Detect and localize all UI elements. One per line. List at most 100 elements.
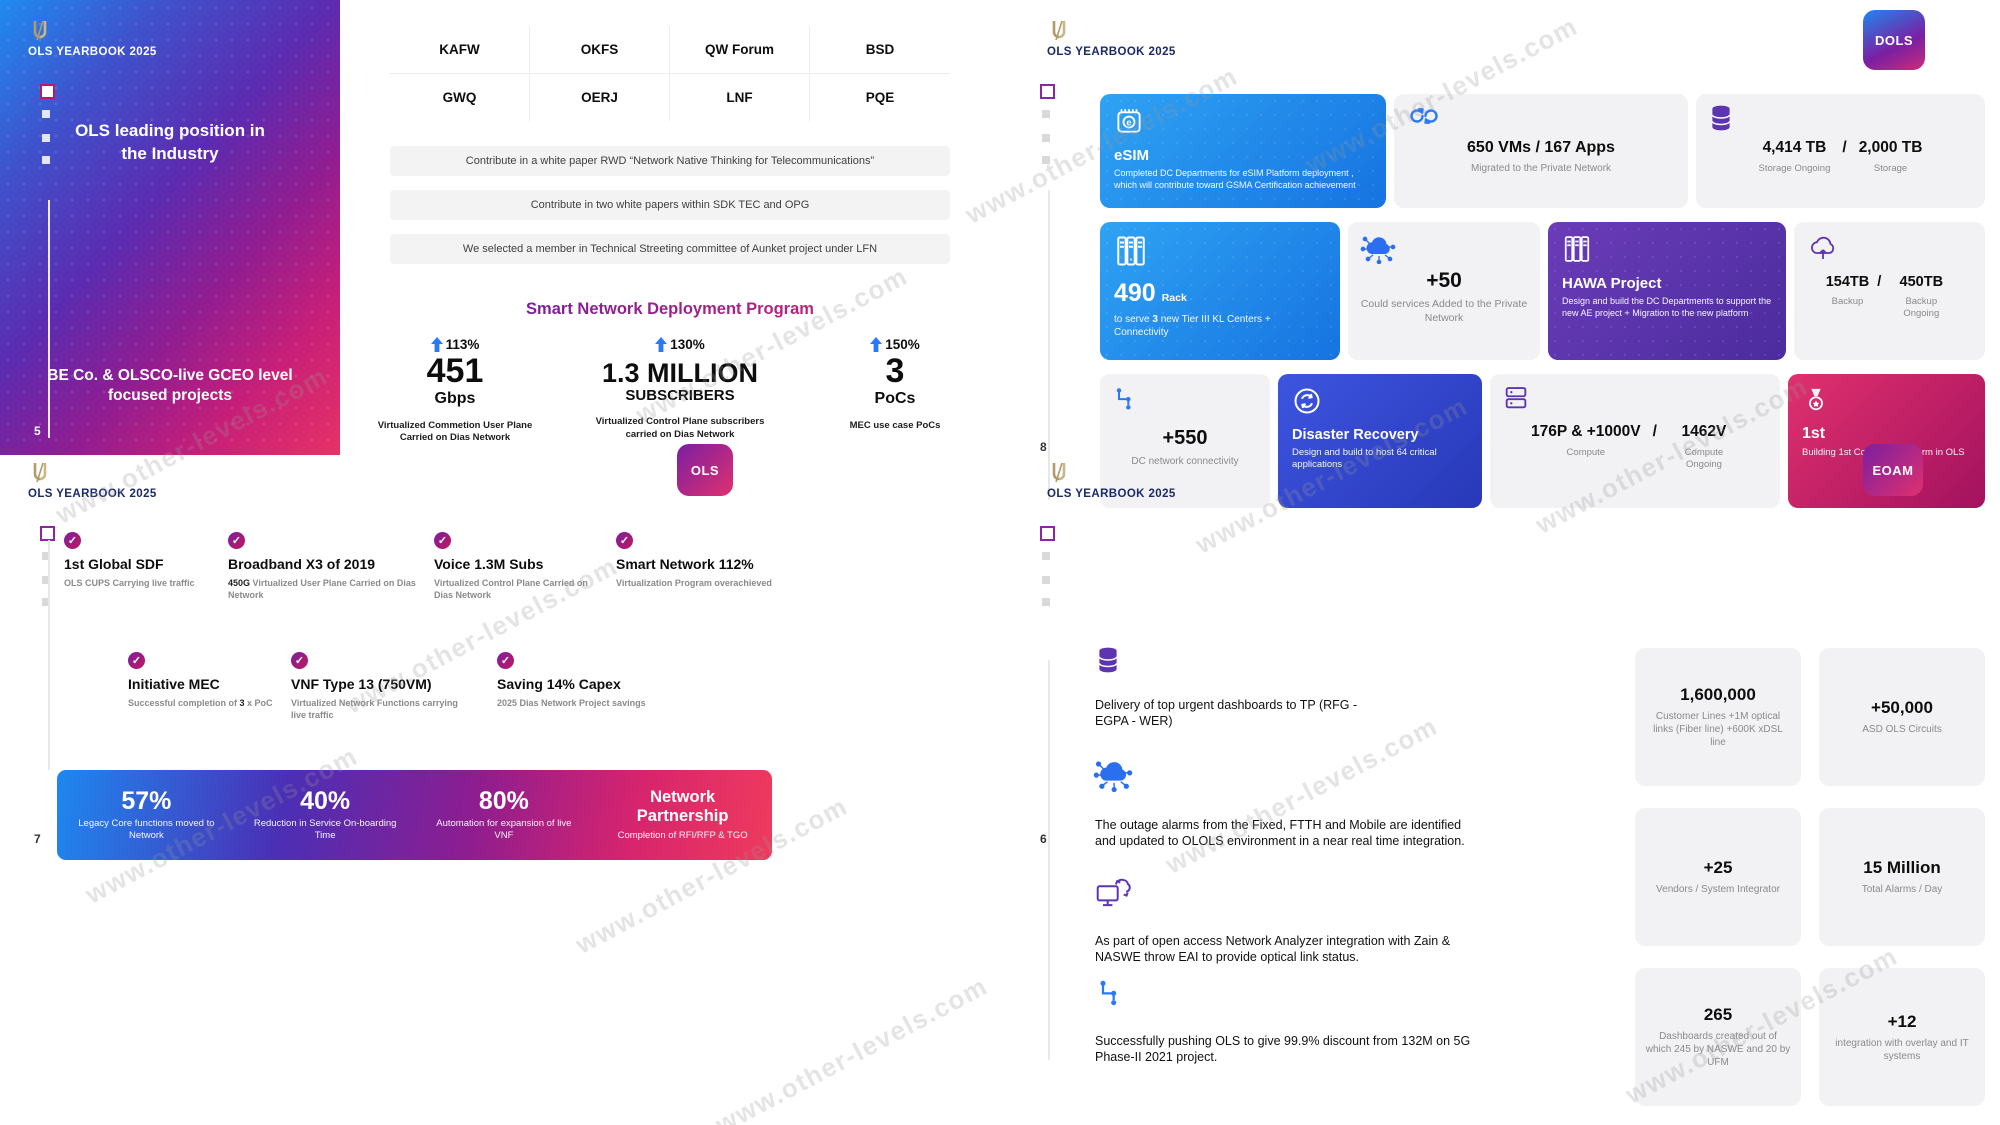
check-icon: ✓: [434, 532, 451, 549]
brand-logo-icon: [33, 462, 47, 483]
separator: /: [1842, 139, 1847, 157]
bullet: [42, 576, 50, 584]
page-number: 7: [34, 832, 41, 846]
card-title: Disaster Recovery: [1292, 427, 1419, 443]
hawa-card: HAWA Project Design and build the DC Dep…: [1548, 222, 1786, 360]
note-row: We selected a member in Technical Street…: [390, 234, 950, 264]
separator: /: [1877, 274, 1882, 291]
card-desc: Design and build to host 64 critical app…: [1292, 447, 1437, 471]
section-badge: DOLS: [1863, 10, 1925, 70]
org-table: KAFW OKFS QW Forum BSD GWQ OERJ LNF PQE: [390, 26, 950, 121]
compute-card: 176P & +1000V Compute / 1462V Compute On…: [1490, 374, 1780, 508]
cloud-network-icon: [1360, 232, 1396, 265]
bullet: [42, 156, 50, 164]
card-caption: Backup Ongoing: [1903, 296, 1940, 319]
card-value: 154TB: [1825, 274, 1870, 291]
program-title: Smart Network Deployment Program: [390, 300, 950, 319]
achievement-item: ✓ Smart Network 112% Virtualization Prog…: [616, 532, 786, 589]
stat-card: 15 Million Total Alarms / Day: [1819, 808, 1985, 946]
card-title: eSIM: [1114, 147, 1150, 164]
check-icon: ✓: [128, 652, 145, 669]
slide1-gradient-panel: OLS YEARBOOK 2025 OLS leading position i…: [0, 0, 340, 455]
slide1-heading: OLS leading position in the Industry: [75, 121, 265, 163]
card-value: 1462V: [1681, 423, 1727, 441]
note-row: Contribute in a white paper RWD “Network…: [390, 146, 950, 176]
bullet-active: [40, 84, 55, 99]
bullet: [1042, 552, 1050, 560]
achievement-item: ✓ VNF Type 13 (750VM) Virtualized Networ…: [291, 652, 496, 721]
stat-subscribers: 130% 1.3 MILLION SUBSCRIBERS Virtualized…: [595, 336, 765, 440]
achievement-item: ✓ 1st Global SDF OLS CUPS Carrying live …: [64, 532, 229, 589]
card-value: 176P & +1000V: [1531, 423, 1641, 441]
compute-server-icon: [1502, 384, 1530, 412]
section-badge: OLS: [677, 444, 733, 496]
check-icon: ✓: [228, 532, 245, 549]
org-cell: OKFS: [530, 26, 670, 74]
bullet-active: [1040, 526, 1055, 541]
bar-stat: 80% Automation for expansion of live VNF: [436, 786, 572, 842]
card-caption: Backup: [1831, 296, 1864, 308]
server-rack-icon: [1564, 236, 1590, 262]
card-value: 1st: [1802, 425, 1826, 442]
yearbook-title: OLS YEARBOOK 2025: [28, 46, 157, 58]
storage-card: 4,414 TB Storage Ongoing / 2,000 TB Stor…: [1696, 94, 1985, 208]
card-caption: Compute: [1566, 447, 1606, 459]
separator: /: [1652, 423, 1657, 441]
achievement-item: ✓ Saving 14% Capex 2025 Dias Network Pro…: [497, 652, 682, 709]
card-value: 450TB: [1899, 274, 1944, 291]
divider-line: [1048, 190, 1050, 500]
org-cell: PQE: [865, 90, 895, 105]
divider-line: [48, 200, 50, 438]
vms-card: 650 VMs / 167 Apps Migrated to the Priva…: [1394, 94, 1688, 208]
org-cell: OERJ: [530, 74, 670, 121]
cloud-services-card: +50 Could services Added to the Private …: [1348, 222, 1540, 360]
server-rack-icon: [1117, 236, 1145, 266]
card-desc: Completed DC Departments for eSIM Platfo…: [1114, 168, 1356, 190]
page-number: 8: [1040, 440, 1047, 454]
check-icon: ✓: [64, 532, 81, 549]
card-value: 490: [1114, 279, 1156, 307]
arrow-up-icon: [655, 336, 668, 352]
bullet: [1042, 110, 1050, 118]
yearbook-title: OLS YEARBOOK 2025: [28, 488, 157, 500]
bullet: [1042, 156, 1050, 164]
bullet: [1042, 576, 1050, 584]
card-value: +550: [1162, 426, 1208, 449]
bullet: [42, 110, 50, 118]
card-desc: Design and build the DC Departments to s…: [1562, 296, 1772, 318]
achievement-item: ✓ Initiative MEC Successful completion o…: [128, 652, 303, 709]
divider-line: [1048, 660, 1050, 1060]
card-caption: Storage: [1873, 163, 1908, 175]
esim-card: e eSIM Completed DC Departments for eSIM…: [1100, 94, 1386, 208]
check-icon: ✓: [291, 652, 308, 669]
slide1-subheading: BE Co. & OLSCO-live GCEO level focused p…: [47, 367, 293, 405]
monitor-sync-icon: [1093, 872, 1133, 910]
achievement-item: ✓ Broadband X3 of 2019 450G Virtualized …: [228, 532, 433, 601]
bar-stat: 57% Legacy Core functions moved to Netwo…: [78, 786, 215, 842]
check-icon: ✓: [616, 532, 633, 549]
card-unit: Rack: [1161, 292, 1187, 304]
network-nodes-icon: [1095, 976, 1127, 1008]
card-caption: Could services Added to the Private Netw…: [1360, 297, 1528, 324]
org-cell: QW Forum: [670, 26, 810, 74]
item-text: As part of open access Network Analyzer …: [1095, 933, 1451, 965]
rack-card: 490 Rack to serve 3 new Tier III KL Cent…: [1100, 222, 1340, 360]
stat-throughput: 113% 451 Gbps Virtualized Commetion User…: [377, 336, 533, 444]
sync-icon: [1406, 104, 1442, 128]
network-nodes-icon: [1112, 384, 1140, 412]
brand-logo-icon: [1052, 20, 1066, 41]
brand-logo-icon: [1052, 462, 1066, 483]
medal-icon: [1809, 388, 1823, 411]
item-text: Successfully pushing OLS to give 99.9% d…: [1095, 1033, 1471, 1065]
yearbook-title: OLS YEARBOOK 2025: [1047, 488, 1176, 500]
cloud-network-icon: [1093, 756, 1133, 793]
org-cell: GWQ: [390, 74, 530, 121]
section-badge: EOAM: [1863, 444, 1923, 496]
bullet: [1042, 598, 1050, 606]
card-value: +50: [1426, 268, 1462, 292]
card-caption: Storage Ongoing: [1758, 163, 1831, 175]
stats-row: 113% 451 Gbps Virtualized Commetion User…: [350, 334, 990, 444]
stat-card: 1,600,000 Customer Lines +1M optical lin…: [1635, 648, 1801, 786]
org-cell: KAFW: [390, 26, 530, 74]
